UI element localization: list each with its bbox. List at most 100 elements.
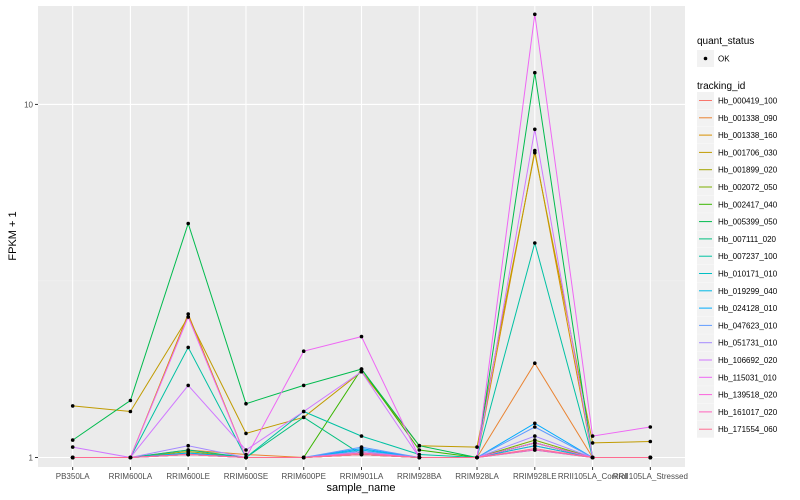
data-point	[128, 409, 133, 414]
y-tick-label: 1	[29, 454, 34, 463]
x-tick-label: PB350LA	[56, 472, 90, 481]
legend-label: Hb_106692_020	[718, 356, 778, 365]
x-tick-label: RRIM600PE	[281, 472, 325, 481]
data-point	[533, 425, 537, 429]
data-point	[186, 315, 190, 319]
data-point	[244, 448, 248, 452]
legend-label: Hb_115031_010	[718, 373, 777, 382]
data-point	[186, 452, 190, 457]
legend-label: Hb_171554_060	[718, 425, 778, 434]
x-axis-title: sample_name	[326, 482, 395, 494]
data-point	[533, 361, 537, 366]
grid-lines	[38, 6, 685, 467]
legend-label: OK	[718, 55, 730, 64]
data-point	[533, 441, 537, 445]
legend: quant_status OK tracking_id Hb_000419_100 Hb…	[697, 36, 778, 438]
x-tick-label: RRIM600LE	[166, 472, 210, 481]
x-tick-label: RRIM928LE	[513, 472, 557, 481]
data-point	[648, 425, 653, 429]
legend-label: Hb_000419_100	[718, 97, 778, 106]
data-point	[590, 441, 595, 445]
data-point	[301, 409, 306, 414]
data-point	[301, 415, 306, 420]
legend-label: Hb_002417_040	[718, 200, 778, 209]
legend-label: Hb_019299_040	[718, 287, 778, 296]
data-point	[359, 369, 364, 374]
data-point	[417, 455, 422, 460]
x-tick-label: RRIM928LA	[455, 472, 499, 481]
legend-label: Hb_007237_100	[718, 252, 778, 261]
data-point	[417, 443, 422, 448]
legend-label: Hb_139518_020	[718, 391, 778, 400]
data-point	[533, 438, 537, 442]
data-point	[648, 455, 653, 460]
x-tick-label: RRIM901LA	[340, 472, 384, 481]
legend-label: Hb_001338_090	[718, 114, 778, 123]
data-point	[301, 383, 306, 388]
data-point	[186, 221, 190, 226]
data-point	[475, 445, 479, 449]
data-point	[475, 455, 479, 460]
legend-label: Hb_001899_020	[718, 166, 778, 175]
data-point	[359, 434, 364, 438]
data-point	[533, 443, 537, 448]
legend-label: Hb_161017_020	[718, 408, 778, 417]
data-point	[533, 241, 537, 245]
legend-label: Hb_005399_050	[718, 218, 778, 227]
x-tick-label: RRIM600LA	[109, 472, 153, 481]
data-point	[70, 438, 75, 442]
data-point	[533, 70, 537, 75]
data-point	[70, 445, 75, 449]
data-point	[359, 334, 364, 339]
x-tick-label: RRII105LA_Stressed	[613, 472, 688, 481]
data-point	[244, 401, 248, 406]
data-point	[533, 446, 537, 451]
series-points	[70, 12, 653, 460]
data-point	[186, 383, 190, 388]
x-tick-label: RRII105LA_Control	[558, 472, 628, 481]
y-axis-title: FPKM + 1	[7, 211, 19, 260]
data-point	[244, 452, 248, 457]
data-point	[186, 448, 190, 452]
data-point	[301, 455, 306, 460]
data-point	[70, 404, 75, 408]
color-legend-title: tracking_id	[697, 81, 745, 92]
legend-point-marker	[703, 56, 708, 61]
data-point	[533, 421, 537, 426]
legend-label: Hb_010171_010	[718, 270, 778, 279]
data-point	[417, 448, 422, 452]
data-point	[128, 455, 133, 460]
data-point	[533, 434, 537, 438]
data-point	[533, 12, 537, 17]
y-axis: 1 10	[24, 100, 38, 463]
data-point	[533, 150, 537, 155]
data-point	[301, 349, 306, 354]
data-point	[359, 367, 364, 371]
data-point	[186, 312, 190, 316]
legend-label: Hb_051731_010	[718, 339, 778, 348]
y-tick-label: 10	[24, 100, 33, 109]
legend-label: Hb_047623_010	[718, 321, 778, 330]
shape-legend-title: quant_status	[697, 36, 754, 47]
legend-label: Hb_002072_050	[718, 183, 778, 192]
x-tick-label: RRIM928BA	[397, 472, 442, 481]
x-tick-label: RRIM600SE	[224, 472, 268, 481]
data-point	[244, 431, 248, 436]
data-point	[648, 439, 653, 444]
data-point	[359, 445, 364, 449]
data-point	[417, 452, 422, 457]
data-point	[186, 443, 190, 448]
data-point	[359, 452, 364, 457]
data-point	[533, 127, 537, 132]
legend-label: Hb_001706_030	[718, 148, 778, 157]
legend-label: Hb_001338_160	[718, 131, 778, 140]
legend-label: Hb_007111_020	[718, 235, 777, 244]
data-point	[70, 455, 75, 460]
data-point	[590, 434, 595, 438]
data-point	[186, 345, 190, 350]
data-point	[244, 455, 248, 460]
x-axis: PB350LA RRIM600LA RRIM600LE RRIM600SE RRIM60…	[56, 467, 688, 481]
data-point	[590, 455, 595, 460]
data-point	[128, 398, 133, 403]
